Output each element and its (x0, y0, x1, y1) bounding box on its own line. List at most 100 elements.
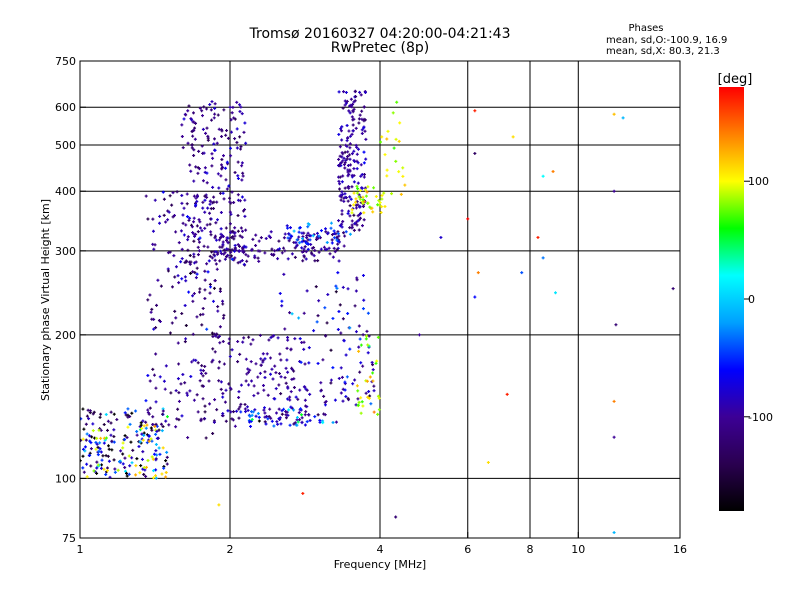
echo-point (221, 299, 225, 303)
echo-point (612, 189, 616, 193)
echo-point (185, 192, 189, 196)
echo-point (154, 326, 158, 330)
echo-point (193, 137, 197, 141)
echo-point (83, 449, 87, 453)
echo-point (355, 184, 359, 188)
echo-point (331, 316, 335, 320)
echo-point (359, 361, 363, 365)
echo-point (362, 126, 366, 130)
echo-point (285, 358, 289, 362)
echo-point (305, 289, 309, 293)
echo-point (340, 190, 344, 194)
echo-point (282, 236, 286, 240)
echo-point (208, 202, 212, 206)
echo-point (219, 227, 223, 231)
echo-point (276, 248, 280, 252)
echo-point (366, 343, 370, 347)
echo-point (221, 412, 225, 416)
echo-point (505, 392, 509, 396)
echo-point (316, 361, 320, 365)
echo-point (374, 361, 378, 365)
echo-point (211, 156, 215, 160)
y-tick-label: 400 (55, 185, 76, 198)
echo-point (336, 327, 340, 331)
echo-point (84, 438, 88, 442)
echo-point (185, 202, 189, 206)
echo-point (210, 118, 214, 122)
echo-point (210, 152, 214, 156)
echo-point (192, 358, 196, 362)
echo-point (184, 279, 188, 283)
echo-point (197, 240, 201, 244)
echo-point (243, 198, 247, 202)
echo-point (236, 193, 240, 197)
echo-point (156, 278, 160, 282)
echo-point (273, 397, 277, 401)
echo-point (248, 414, 252, 418)
echo-point (149, 426, 153, 430)
echo-point (98, 441, 102, 445)
echo-point (242, 336, 246, 340)
echo-point (174, 230, 178, 234)
echo-point (235, 100, 239, 104)
echo-point (112, 412, 116, 416)
echo-point (217, 379, 221, 383)
echo-point (235, 141, 239, 145)
echo-point (191, 270, 195, 274)
echo-point (341, 285, 345, 289)
echo-point (192, 292, 196, 296)
echo-point (147, 434, 151, 438)
echo-point (293, 337, 297, 341)
echo-point (181, 372, 185, 376)
echo-point (258, 333, 262, 337)
echo-point (154, 468, 158, 472)
echo-point (236, 360, 240, 364)
echo-point (252, 384, 256, 388)
echo-point (300, 420, 304, 424)
echo-point (295, 423, 299, 427)
echo-point (230, 257, 234, 261)
echo-point (228, 222, 232, 226)
echo-point (202, 244, 206, 248)
echo-point (212, 253, 216, 257)
echo-point (238, 405, 242, 409)
echo-point (221, 395, 225, 399)
echo-point (338, 154, 342, 158)
echo-point (362, 298, 366, 302)
echo-point (301, 491, 305, 495)
echo-point (351, 382, 355, 386)
echo-point (252, 394, 256, 398)
echo-point (352, 158, 356, 162)
echo-point (230, 417, 234, 421)
echo-point (232, 231, 236, 235)
echo-point (203, 278, 207, 282)
echo-point (224, 388, 228, 392)
echo-point (141, 438, 145, 442)
echo-point (352, 167, 356, 171)
echo-point (371, 379, 375, 383)
echo-point (218, 360, 222, 364)
echo-point (198, 313, 202, 317)
echo-point (193, 126, 197, 130)
echo-point (140, 457, 144, 461)
echo-point (198, 287, 202, 291)
echo-point (351, 129, 355, 133)
echo-point (152, 327, 156, 331)
echo-point (308, 419, 312, 423)
echo-point (106, 454, 110, 458)
echo-point (214, 238, 218, 242)
echo-point (177, 281, 181, 285)
echo-point (192, 261, 196, 265)
echo-point (87, 417, 91, 421)
echo-point (263, 376, 267, 380)
echo-point (91, 429, 95, 433)
echo-point (80, 438, 83, 442)
echo-point (166, 269, 170, 273)
echo-point (354, 206, 358, 210)
echo-point (227, 382, 231, 386)
echo-point (192, 194, 196, 198)
echo-point (239, 410, 243, 414)
echo-point (377, 198, 381, 202)
echo-point (357, 228, 361, 232)
echo-point (323, 413, 327, 417)
